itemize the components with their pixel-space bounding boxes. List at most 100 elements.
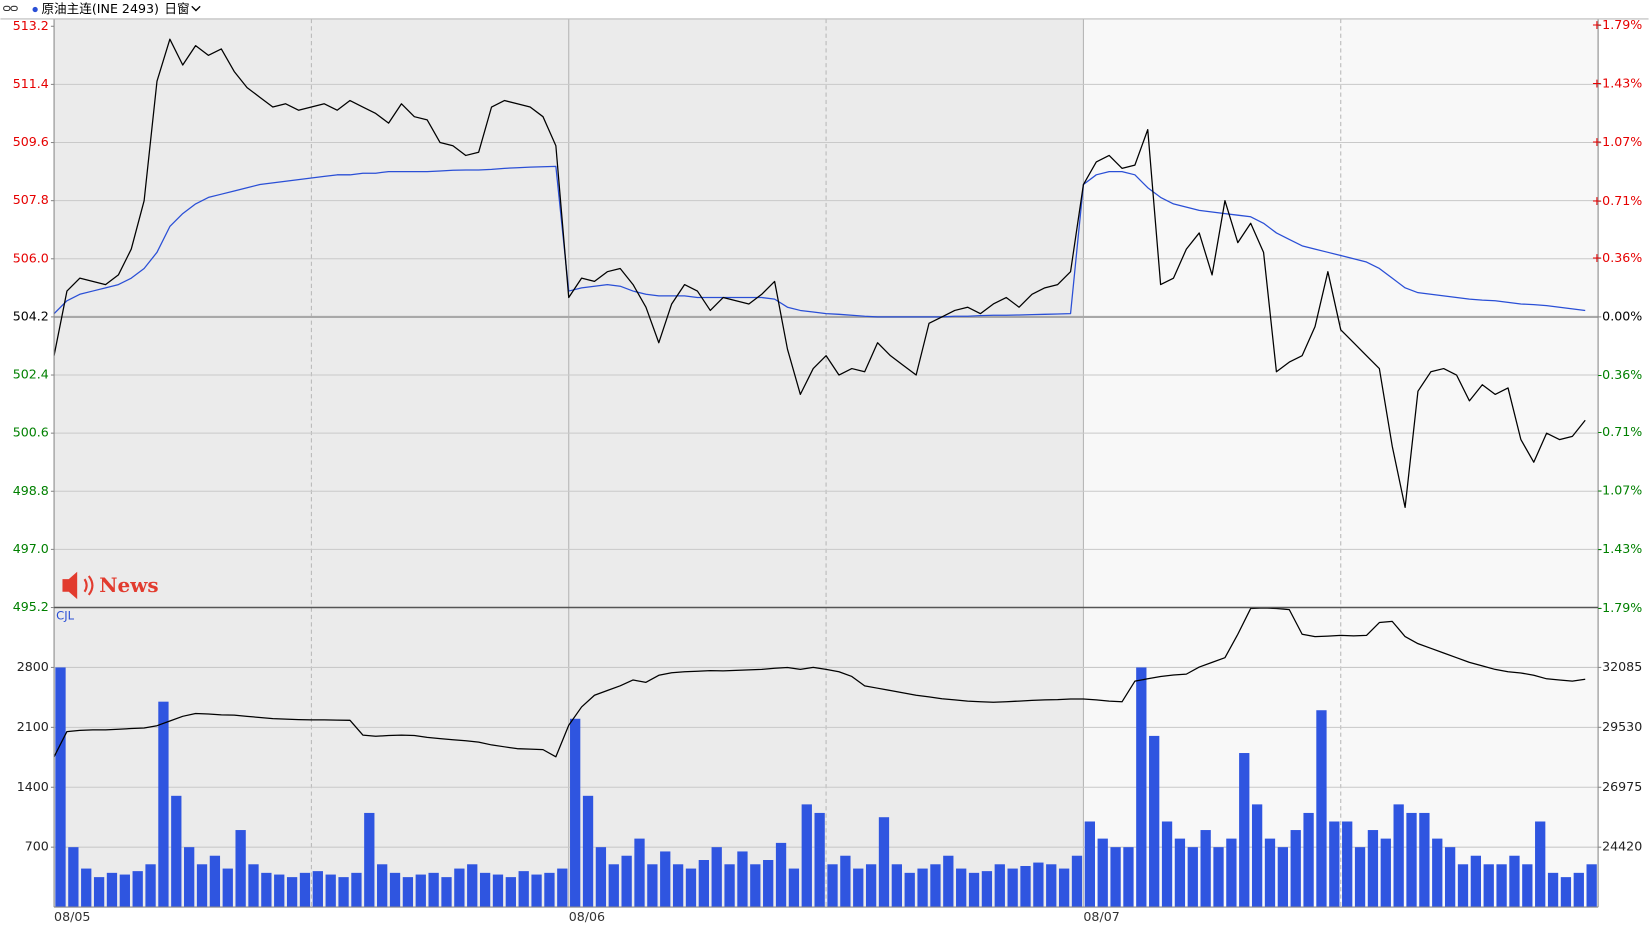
volume-bar (544, 872, 555, 908)
window-selector[interactable]: 日窗 (164, 1, 189, 16)
volume-bar (1020, 865, 1031, 908)
volume-bar (1058, 868, 1070, 908)
volume-bar (1342, 821, 1353, 908)
volume-bar (981, 871, 993, 908)
volume-bar (1174, 838, 1186, 908)
volume-bar (1444, 847, 1456, 908)
volume-bar (351, 872, 362, 908)
volume-bar (968, 872, 980, 908)
y2-tick-label: -0.71% (1598, 424, 1643, 439)
volume-bar (1303, 812, 1314, 908)
y-tick-label: 506.0 (13, 250, 49, 265)
y-tick-label: 509.6 (13, 134, 49, 149)
y-tick-label: 495.2 (13, 599, 49, 614)
volume-bar (1483, 864, 1494, 908)
volume-bar (878, 817, 890, 908)
volume-bar (1354, 847, 1366, 908)
volume-bar (956, 868, 967, 908)
volume-bar (1457, 864, 1469, 908)
volume-bar (531, 874, 542, 908)
volume-bar (724, 864, 735, 908)
series-line (53, 165, 1586, 318)
volume-bar (248, 864, 259, 908)
y-tick-label: 498.8 (13, 483, 49, 498)
volume-bar (1084, 821, 1095, 908)
volume-bar (1226, 838, 1237, 908)
volume-bar (1264, 838, 1276, 908)
volume-bar (557, 868, 568, 908)
volume-bar (737, 851, 748, 908)
volume-bar (364, 812, 375, 908)
volume-bar (299, 872, 311, 908)
y-tick-label: 497.0 (13, 541, 49, 556)
volume-bar (235, 830, 246, 908)
symbol-title: 原油主连(INE 2493) (41, 1, 159, 16)
volume-bar (570, 718, 581, 908)
y2-tick-label: 32085 (1602, 659, 1642, 674)
x-tick-label: 08/06 (569, 909, 605, 924)
volume-bar (840, 855, 851, 908)
volume-bar (274, 874, 285, 908)
link-icon[interactable] (3, 5, 11, 12)
volume-bar (222, 868, 233, 908)
y2-tick-label: +1.79% (1592, 17, 1643, 32)
y2-tick-label: -1.43% (1598, 541, 1643, 556)
y-tick-label: 700 (25, 839, 49, 854)
volume-bar (595, 847, 607, 908)
news-badge[interactable]: News (62, 571, 159, 600)
y2-tick-label: 0.00% (1602, 308, 1642, 323)
volume-bar (660, 851, 671, 908)
news-label[interactable]: News (99, 573, 158, 597)
link-icon[interactable] (10, 5, 18, 12)
volume-bar (582, 795, 594, 908)
volume-bar (1213, 847, 1224, 908)
volume-bar (1406, 812, 1417, 908)
header: 原油主连(INE 2493) 日窗 (3, 1, 201, 16)
volume-bar (184, 847, 195, 908)
volume-bar (891, 864, 902, 908)
volume-bar (1046, 864, 1057, 908)
series-line (53, 607, 1586, 758)
volume-bar (994, 864, 1005, 908)
volume-bar (814, 812, 825, 908)
dropdown-arrow[interactable] (191, 5, 201, 12)
indicator-label: CJL (56, 608, 74, 622)
y-tick-label: 2800 (17, 659, 49, 674)
volume-bar (1316, 710, 1327, 908)
volume-bar (158, 701, 169, 908)
volume-bar (132, 871, 143, 908)
volume-bar (801, 804, 812, 908)
volume-bar (377, 864, 388, 908)
y2-tick-label: -1.79% (1598, 600, 1643, 615)
x-tick-label: 08/05 (54, 909, 90, 924)
volume-bar (441, 877, 452, 908)
volume-bar (1470, 855, 1482, 908)
volume-bar (1535, 821, 1546, 908)
volume-bar (1123, 847, 1134, 908)
volume-bar (1110, 847, 1121, 908)
y-tick-label: 511.4 (13, 76, 49, 91)
y-tick-label: 507.8 (13, 192, 49, 207)
volume-bar (68, 847, 79, 908)
volume-bar (1380, 838, 1391, 908)
volume-bar (492, 874, 504, 908)
speaker-waves (83, 575, 94, 596)
volume-bar (428, 872, 439, 908)
volume-bar (1200, 830, 1211, 908)
speaker-icon[interactable] (62, 571, 78, 600)
volume-bar (1071, 855, 1083, 908)
volume-bar (55, 667, 66, 908)
volume-bar (763, 860, 774, 908)
volume-bar (286, 877, 298, 908)
volume-bar (467, 864, 478, 908)
volume-bar (261, 872, 272, 908)
y2-tick-label: 24420 (1602, 839, 1642, 854)
volume-bar (196, 864, 208, 908)
volume-bar (788, 868, 800, 908)
series-line (53, 38, 1586, 509)
volume-bar (711, 847, 722, 908)
volume-bar (1367, 830, 1379, 908)
volume-bar (930, 864, 941, 908)
